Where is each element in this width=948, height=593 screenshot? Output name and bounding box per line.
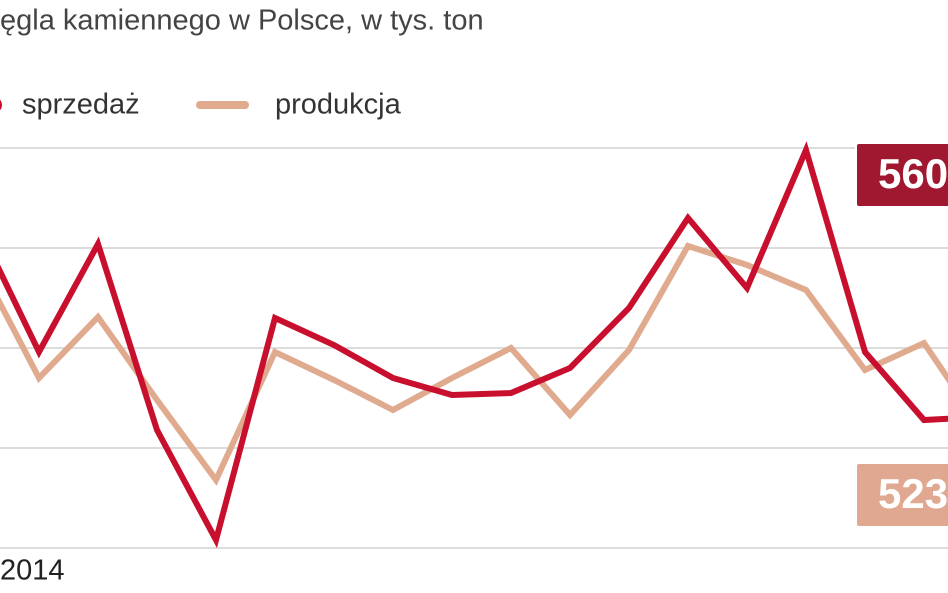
series-line bbox=[0, 242, 948, 486]
value-badge-text: 523 bbox=[878, 470, 948, 517]
series-line bbox=[0, 141, 948, 549]
value-badge bbox=[855, 142, 948, 208]
value-badge bbox=[855, 462, 948, 528]
value-badge-text: 560 bbox=[878, 150, 948, 197]
legend-marker bbox=[0, 99, 2, 111]
x-tick-label: 2014 bbox=[0, 555, 65, 587]
chart-title: ęgla kamiennego w Polsce, w tys. ton bbox=[0, 5, 484, 37]
plot: 2014 bbox=[0, 141, 948, 587]
legend-label: sprzedaż bbox=[22, 89, 140, 121]
legend-label: produkcja bbox=[275, 89, 402, 121]
